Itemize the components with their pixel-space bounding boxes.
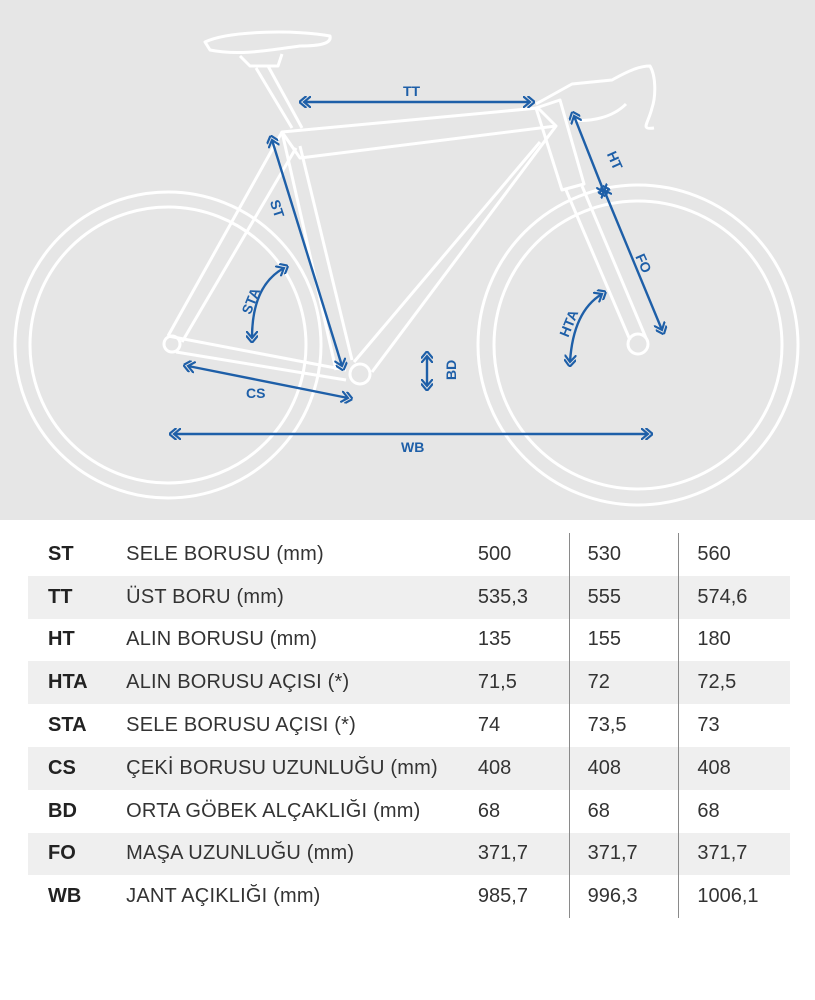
size-value-2: 530 (568, 533, 679, 576)
ht-arrow (574, 116, 604, 192)
st-label: ST (267, 198, 288, 220)
row-abbreviation: WB (48, 885, 82, 908)
size-value-3: 1006,1 (678, 875, 790, 919)
size-value-3: 180 (678, 618, 790, 662)
sta-label: STA (238, 285, 263, 316)
size-value-3: 408 (678, 746, 790, 790)
row-label: ORTA GÖBEK ALÇAKLIĞI (mm) (126, 799, 421, 822)
table-row: STA SELE BORUSU AÇISI (*) 74 73,5 73 (28, 704, 790, 747)
row-abbreviation: HTA (28, 661, 127, 705)
size-value-2: 555 (568, 575, 679, 619)
size-value-2: 68 (568, 789, 679, 833)
table-row: CS ÇEKİ BORUSU UZUNLUĞU (mm) 408 408 408 (28, 746, 790, 790)
size-value-1: 71,5 (461, 661, 570, 705)
size-value-3: 73 (678, 704, 790, 747)
size-value-2: 73,5 (568, 704, 679, 747)
row-label: MAŞA UZUNLUĞU (mm) (126, 832, 462, 876)
table-row: BD ORTA GÖBEK ALÇAKLIĞI (mm) 68 68 68 (28, 789, 790, 833)
row-abbreviation: STA (48, 714, 87, 737)
size-value-1: 74 (477, 714, 501, 737)
front-wheel (476, 183, 800, 507)
table-row: HT ALIN BORUSU (mm) 135 155 180 (28, 618, 790, 662)
size-value-2: 155 (568, 618, 679, 662)
size-value-1: 408 (461, 746, 570, 790)
rear-wheel (13, 190, 323, 500)
row-label: SELE BORUSU (mm) (126, 542, 324, 565)
size-value-2: 371,7 (568, 832, 679, 876)
row-abbreviation: CS (28, 746, 127, 790)
geometry-table-body: ST SELE BORUSU (mm) 500 530 560 TT ÜST BORU (m… (28, 533, 790, 919)
row-label: ALIN BORUSU AÇISI (*) (126, 661, 462, 705)
size-value-3: 574,6 (678, 575, 790, 619)
sta-arrow (252, 268, 284, 338)
size-value-1: 135 (477, 628, 512, 651)
row-abbreviation: ST (48, 542, 74, 565)
row-label: ÇEKİ BORUSU UZUNLUĞU (mm) (126, 746, 462, 790)
row-abbreviation: TT (28, 575, 127, 619)
row-label: ÜST BORU (mm) (126, 575, 462, 619)
row-abbreviation: FO (28, 832, 127, 876)
st-arrow (272, 140, 342, 366)
tt-label: TT (403, 83, 421, 99)
size-value-1: 985,7 (477, 885, 528, 908)
fo-arrow (604, 190, 662, 330)
size-value-1: 371,7 (461, 832, 570, 876)
dimension-arrows (174, 102, 662, 434)
table-row: WB JANT AÇIKLIĞI (mm) 985,7 996,3 1006,1 (28, 875, 790, 919)
row-abbreviation: BD (48, 799, 77, 822)
table-row: TT ÜST BORU (mm) 535,3 555 574,6 (28, 575, 790, 619)
size-value-2: 408 (568, 746, 679, 790)
size-value-1: 535,3 (461, 575, 570, 619)
size-value-3: 560 (678, 533, 790, 576)
bike-geometry-diagram: TT HT ST FO STA HTA BD CS WB (0, 0, 815, 520)
table-row: ST SELE BORUSU (mm) 500 530 560 (28, 533, 790, 576)
table-row: FO MAŞA UZUNLUĞU (mm) 371,7 371,7 371,7 (28, 832, 790, 876)
row-label: ALIN BORUSU (mm) (126, 628, 318, 651)
bike-illustration: TT HT ST FO STA HTA BD CS WB (13, 30, 800, 507)
row-label: SELE BORUSU AÇISI (*) (126, 714, 356, 737)
ht-label: HT (604, 149, 626, 173)
bd-label: BD (443, 360, 459, 380)
cs-arrow (188, 366, 348, 398)
size-value-3: 68 (678, 789, 790, 833)
hta-arrow (570, 294, 602, 362)
size-value-3: 72,5 (678, 661, 790, 705)
size-value-1: 500 (477, 542, 512, 565)
size-value-2: 996,3 (568, 875, 679, 919)
size-value-1: 68 (477, 799, 501, 822)
row-abbreviation: HT (48, 628, 75, 651)
geometry-table: ST SELE BORUSU (mm) 500 530 560 TT ÜST BORU (m… (28, 533, 790, 919)
size-value-2: 72 (568, 661, 679, 705)
cs-label: CS (246, 385, 265, 401)
fo-label: FO (632, 251, 655, 275)
wb-label: WB (401, 439, 424, 455)
row-label: JANT AÇIKLIĞI (mm) (126, 885, 321, 908)
table-row: HTA ALIN BORUSU AÇISI (*) 71,5 72 72,5 (28, 661, 790, 705)
size-value-3: 371,7 (678, 832, 790, 876)
